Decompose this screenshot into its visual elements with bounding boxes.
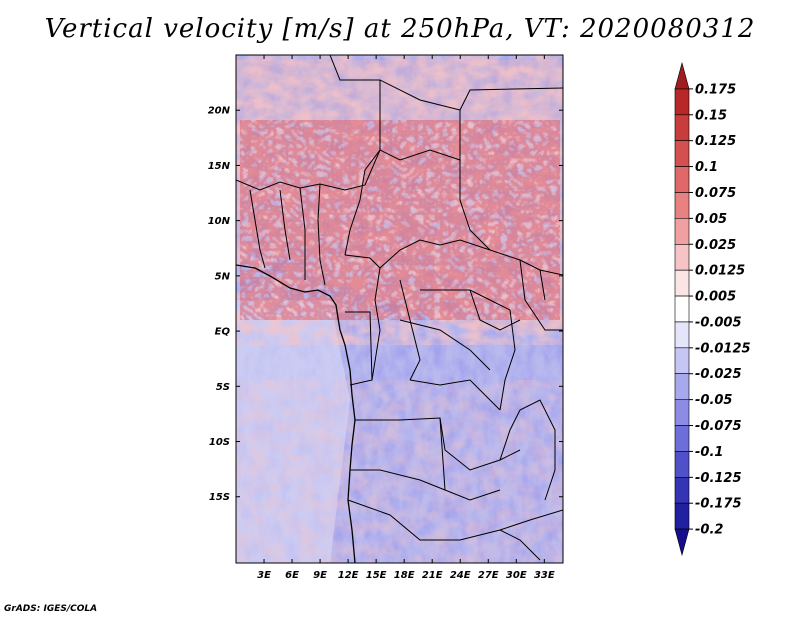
colorbar-label: 0.0125 (695, 264, 745, 279)
lon-tick-label: 9E (313, 570, 327, 581)
colorbar-swatch (674, 295, 690, 323)
grads-credit: GrADS: IGES/COLA (4, 604, 98, 614)
colorbar-swatch (674, 269, 690, 297)
plot-title: Vertical velocity [m/s] at 250hPa, VT: 2… (44, 14, 756, 44)
colorbar-swatch (674, 114, 690, 141)
lon-tick-label: 21E (422, 570, 443, 581)
colorbar-swatch (674, 61, 690, 90)
map-field (236, 55, 563, 563)
colorbar-label: 0.075 (695, 186, 736, 201)
colorbar-label: 0.15 (695, 108, 727, 123)
colorbar-swatch (674, 321, 690, 349)
map-frame (235, 54, 564, 564)
colorbar-swatch (674, 140, 690, 167)
latitude-axis: 20N 15N 10N 5N EQ 5S 10S 15S (208, 106, 563, 503)
colorbar-label: -0.0125 (695, 341, 751, 356)
colorbar-label: 0.175 (695, 82, 736, 97)
lat-tick-label: 10S (209, 437, 230, 448)
colorbar-swatch (674, 451, 690, 478)
colorbar-label: -0.05 (695, 393, 732, 408)
colorbar-swatch (674, 88, 690, 116)
longitude-axis: 3E 6E 9E 12E 15E 18E 21E 24E 27E 30E 33E (257, 55, 555, 581)
lon-tick-label: 18E (394, 570, 415, 581)
lon-tick-label: 27E (478, 570, 499, 581)
colorbar-swatch (674, 373, 690, 400)
colorbar-label: -0.005 (695, 315, 742, 330)
colorbar-label: -0.075 (695, 419, 742, 434)
colorbar-label: -0.125 (695, 471, 742, 486)
lat-tick-label: 15S (209, 492, 230, 503)
colorbar-label: 0.005 (695, 290, 736, 305)
colorbar: 0.175 0.15 0.125 0.1 0.075 0.05 0.025 0.0125 0.0… (674, 61, 751, 557)
lat-tick-label: EQ (215, 327, 231, 338)
lon-tick-label: 15E (366, 570, 387, 581)
lon-tick-label: 6E (285, 570, 299, 581)
lon-tick-label: 3E (257, 570, 271, 581)
colorbar-swatch (674, 218, 690, 245)
country-boundaries (236, 55, 563, 563)
colorbar-label: -0.1 (695, 445, 723, 460)
lon-tick-label: 33E (534, 570, 555, 581)
lat-tick-label: 15N (208, 161, 231, 172)
colorbar-swatch (674, 243, 690, 271)
lat-tick-label: 10N (208, 216, 231, 227)
colorbar-swatch (674, 477, 690, 504)
colorbar-label: -0.2 (695, 523, 723, 538)
colorbar-swatch (674, 347, 690, 375)
lat-tick-label: 5N (215, 271, 231, 282)
colorbar-label: 0.05 (695, 212, 727, 227)
lat-tick-label: 20N (208, 106, 231, 117)
colorbar-swatch (674, 166, 690, 193)
colorbar-swatch (674, 528, 690, 557)
lon-tick-label: 12E (338, 570, 359, 581)
lon-tick-label: 24E (450, 570, 471, 581)
colorbar-label: -0.175 (695, 497, 742, 512)
colorbar-swatch (674, 502, 690, 530)
colorbar-label: -0.025 (695, 367, 742, 382)
lon-tick-label: 30E (506, 570, 527, 581)
lat-tick-label: 5S (216, 382, 230, 393)
colorbar-label: 0.025 (695, 238, 736, 253)
colorbar-swatch (674, 425, 690, 452)
colorbar-swatch (674, 399, 690, 426)
colorbar-swatch (674, 192, 690, 219)
colorbar-label: 0.1 (695, 160, 718, 175)
colorbar-label: 0.125 (695, 134, 736, 149)
